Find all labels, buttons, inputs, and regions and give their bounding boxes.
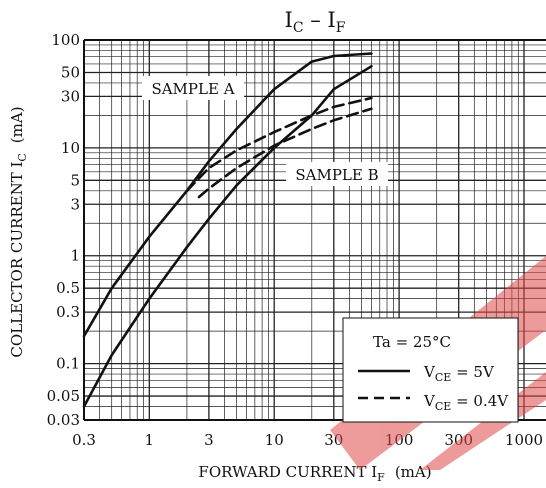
annotation-sample-b: SAMPLE B <box>286 162 388 186</box>
y-tick-label: 50 <box>61 63 80 81</box>
series-line-3 <box>82 65 373 408</box>
annotation-sample-b-text: SAMPLE B <box>295 166 378 184</box>
y-tick-label: 0.05 <box>47 387 80 405</box>
x-tick-label: 1 <box>145 431 155 449</box>
chart-title: IC – IF <box>285 8 346 36</box>
y-tick-label: 10 <box>61 139 80 157</box>
y-tick-label: 0.03 <box>47 411 80 429</box>
y-tick-label: 100 <box>51 31 80 49</box>
chart-title-sub2: F <box>336 20 346 36</box>
legend-item-04v-sub: CE <box>435 400 451 413</box>
chart-title-sep: – I <box>304 8 336 32</box>
x-axis-label-sub: F <box>377 471 385 484</box>
legend-title: Ta = 25°C <box>373 333 451 351</box>
legend: Ta = 25°C VCE = 5V VCE = 0.4V <box>342 317 519 423</box>
chart-title-sub1: C <box>293 20 304 36</box>
series-line-1 <box>82 52 373 338</box>
y-axis-label-main: COLLECTOR CURRENT I <box>8 162 26 358</box>
y-axis-label: COLLECTOR CURRENT IC (mA) <box>8 106 29 357</box>
y-axis-label-sub: C <box>16 153 29 161</box>
legend-item-04v-main: V <box>423 392 436 410</box>
annotation-sample-a: SAMPLE A <box>142 76 244 100</box>
legend-item-5v: VCE = 5V <box>423 363 495 384</box>
annotation-sample-a-text: SAMPLE A <box>151 80 234 98</box>
y-axis-label-unit: (mA) <box>8 106 26 143</box>
legend-item-5v-main: V <box>423 363 436 381</box>
x-tick-label: 0.3 <box>72 431 96 449</box>
x-tick-label: 10 <box>265 431 284 449</box>
y-tick-label: 3 <box>70 195 80 213</box>
x-axis-label-main: FORWARD CURRENT I <box>198 463 377 481</box>
y-tick-label: 1 <box>70 247 80 265</box>
y-tick-label: 5 <box>70 171 80 189</box>
data-series <box>82 52 373 408</box>
x-tick-label: 1000 <box>505 431 543 449</box>
y-tick-label: 0.3 <box>56 303 80 321</box>
x-tick-label: 3 <box>204 431 214 449</box>
y-tick-label: 30 <box>61 87 80 105</box>
x-axis-label-unit: (mA) <box>395 463 432 481</box>
series-line-4 <box>197 107 373 199</box>
legend-item-04v-rest: = 0.4V <box>451 392 509 410</box>
series-line-2 <box>185 96 373 193</box>
legend-item-5v-rest: = 5V <box>451 363 495 381</box>
y-tick-label: 0.5 <box>56 279 80 297</box>
legend-item-5v-sub: CE <box>435 371 451 384</box>
x-axis-label: FORWARD CURRENT IF (mA) <box>198 463 431 484</box>
y-tick-label: 0.1 <box>56 355 80 373</box>
legend-item-04v: VCE = 0.4V <box>423 392 509 413</box>
chart-title-main: I <box>285 8 293 32</box>
